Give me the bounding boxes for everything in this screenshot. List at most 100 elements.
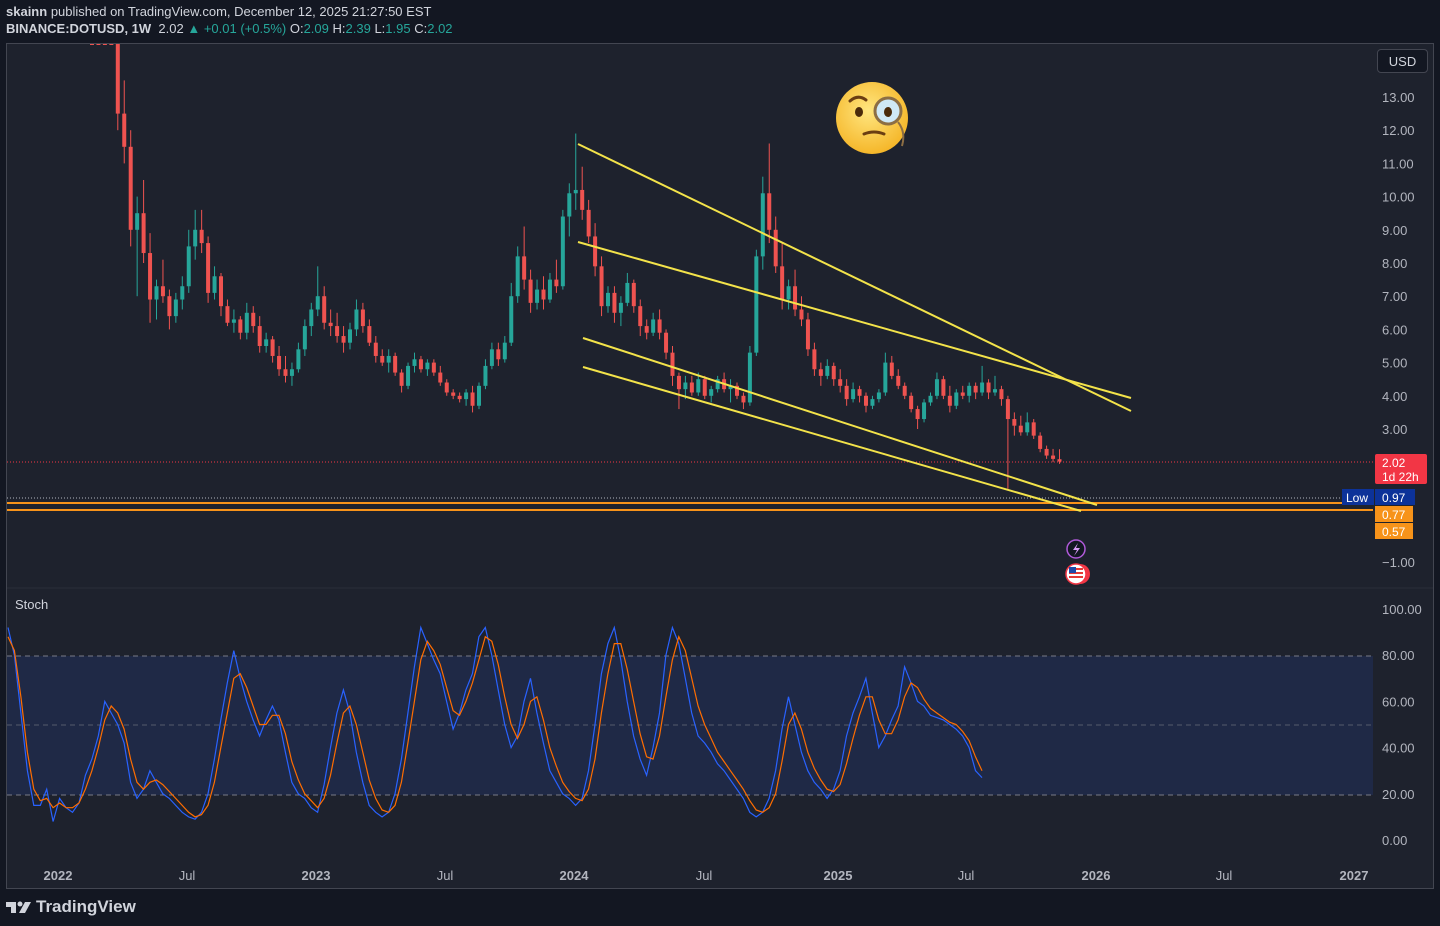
stoch-indicator-label[interactable]: Stoch xyxy=(15,597,49,612)
trendline-channel-upper-support[interactable] xyxy=(582,337,1098,506)
us-flag-event-icon[interactable] xyxy=(1065,563,1090,585)
candle[interactable] xyxy=(160,259,165,303)
candle[interactable] xyxy=(528,269,533,313)
candle[interactable] xyxy=(199,209,204,254)
candle[interactable] xyxy=(1057,449,1062,464)
candle[interactable] xyxy=(173,292,178,323)
candle[interactable] xyxy=(831,362,836,386)
candle[interactable] xyxy=(780,243,785,310)
candle[interactable] xyxy=(122,80,127,164)
candle[interactable] xyxy=(393,352,398,376)
candle[interactable] xyxy=(883,352,888,396)
candle[interactable] xyxy=(1025,412,1030,436)
candle[interactable] xyxy=(167,289,172,330)
candle[interactable] xyxy=(412,352,417,373)
candle[interactable] xyxy=(554,259,559,293)
candle[interactable] xyxy=(219,272,223,317)
candle[interactable] xyxy=(257,316,262,353)
candle[interactable] xyxy=(709,385,714,403)
candle[interactable] xyxy=(676,372,681,410)
stoch-axis[interactable]: 100.00 80.00 60.00 40.00 20.00 0.00 xyxy=(1382,602,1422,848)
candle[interactable] xyxy=(470,385,475,413)
candle[interactable] xyxy=(431,359,436,376)
candle[interactable] xyxy=(438,365,443,386)
candle[interactable] xyxy=(618,296,623,327)
trendlines[interactable] xyxy=(577,143,1132,512)
candle[interactable] xyxy=(186,229,191,293)
candle[interactable] xyxy=(1038,432,1043,453)
candle[interactable] xyxy=(741,392,746,410)
candle[interactable] xyxy=(128,130,133,247)
candle[interactable] xyxy=(818,362,823,386)
lightning-event-icon[interactable] xyxy=(1066,539,1086,559)
candle[interactable] xyxy=(560,209,565,290)
candle[interactable] xyxy=(1018,415,1023,436)
candle[interactable] xyxy=(380,349,385,366)
symbol-label[interactable]: BINANCE:DOTUSD, 1W xyxy=(6,21,152,36)
candle[interactable] xyxy=(238,316,243,340)
candle[interactable] xyxy=(457,392,462,403)
candle[interactable] xyxy=(96,44,101,45)
candle[interactable] xyxy=(612,286,617,323)
candle[interactable] xyxy=(115,44,120,131)
candle[interactable] xyxy=(509,282,514,346)
candle[interactable] xyxy=(547,272,552,303)
candle[interactable] xyxy=(670,346,675,386)
candle[interactable] xyxy=(315,266,320,317)
candle[interactable] xyxy=(606,286,610,313)
candle[interactable] xyxy=(793,269,798,317)
candle[interactable] xyxy=(489,342,494,370)
candle[interactable] xyxy=(1012,412,1017,436)
candle[interactable] xyxy=(135,196,140,297)
candle[interactable] xyxy=(1031,419,1036,439)
candle[interactable] xyxy=(728,379,733,403)
candle[interactable] xyxy=(180,276,185,310)
candle[interactable] xyxy=(309,302,314,337)
candle[interactable] xyxy=(567,183,572,237)
candle[interactable] xyxy=(212,266,217,300)
candle[interactable] xyxy=(786,279,791,310)
candle[interactable] xyxy=(625,272,630,307)
candle[interactable] xyxy=(651,312,656,337)
candle[interactable] xyxy=(638,299,643,337)
candle[interactable] xyxy=(941,375,946,400)
candle[interactable] xyxy=(1005,395,1010,489)
publisher-name[interactable]: skainn xyxy=(6,4,48,19)
candles-group[interactable] xyxy=(90,44,1062,489)
candle[interactable] xyxy=(993,375,997,396)
candle[interactable] xyxy=(947,385,952,413)
candle[interactable] xyxy=(760,176,765,270)
candle[interactable] xyxy=(593,223,598,277)
candle[interactable] xyxy=(876,389,881,403)
candle[interactable] xyxy=(767,143,772,244)
candle[interactable] xyxy=(141,180,146,263)
candle[interactable] xyxy=(341,326,346,353)
candle[interactable] xyxy=(715,375,720,393)
stoch-k-line[interactable] xyxy=(7,625,983,822)
candle[interactable] xyxy=(586,199,591,244)
candle[interactable] xyxy=(270,336,275,363)
candle[interactable] xyxy=(896,369,901,390)
candle[interactable] xyxy=(573,133,578,210)
candle[interactable] xyxy=(844,379,849,406)
candle[interactable] xyxy=(451,389,456,400)
candle[interactable] xyxy=(522,226,527,290)
candle[interactable] xyxy=(322,286,327,330)
candle[interactable] xyxy=(754,249,759,356)
candle[interactable] xyxy=(425,359,430,376)
candle[interactable] xyxy=(102,44,107,45)
candle[interactable] xyxy=(1044,445,1049,459)
candle[interactable] xyxy=(999,385,1004,406)
candle[interactable] xyxy=(967,382,972,403)
candle[interactable] xyxy=(264,332,269,353)
candle[interactable] xyxy=(360,302,365,333)
candle[interactable] xyxy=(535,279,540,310)
candle[interactable] xyxy=(206,236,211,303)
candle[interactable] xyxy=(838,369,843,393)
candle[interactable] xyxy=(231,309,236,333)
candle[interactable] xyxy=(599,256,604,317)
candle[interactable] xyxy=(922,399,927,423)
candle[interactable] xyxy=(541,276,546,310)
candle[interactable] xyxy=(477,382,481,410)
